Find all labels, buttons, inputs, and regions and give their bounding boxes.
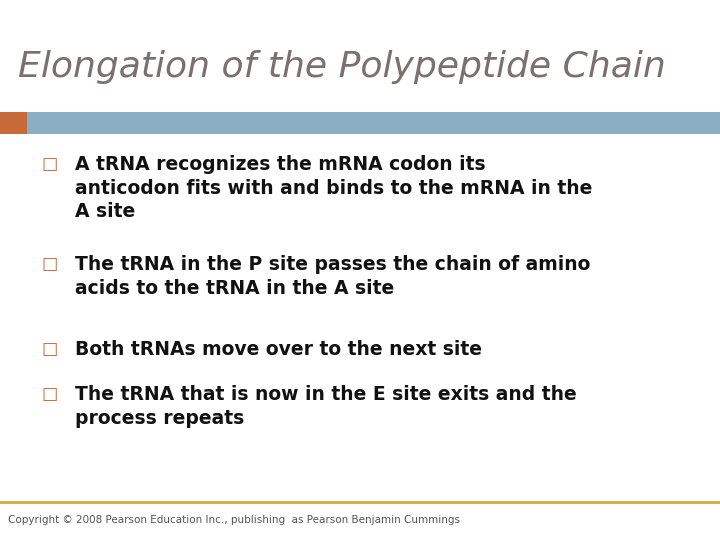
Text: Both tRNAs move over to the next site: Both tRNAs move over to the next site [75, 340, 482, 359]
Text: □: □ [42, 340, 58, 358]
Text: □: □ [42, 255, 58, 273]
Text: A tRNA recognizes the mRNA codon its
anticodon fits with and binds to the mRNA i: A tRNA recognizes the mRNA codon its ant… [75, 155, 593, 221]
Text: The tRNA in the P site passes the chain of amino
acids to the tRNA in the A site: The tRNA in the P site passes the chain … [75, 255, 590, 298]
Text: □: □ [42, 385, 58, 403]
Bar [0, 112, 27, 134]
Text: The tRNA that is now in the E site exits and the
process repeats: The tRNA that is now in the E site exits… [75, 385, 577, 428]
Text: Elongation of the Polypeptide Chain: Elongation of the Polypeptide Chain [18, 50, 666, 84]
Text: Copyright © 2008 Pearson Education Inc., publishing  as Pearson Benjamin Cumming: Copyright © 2008 Pearson Education Inc.,… [8, 515, 460, 525]
Bar [0, 112, 720, 134]
Text: □: □ [42, 155, 58, 173]
